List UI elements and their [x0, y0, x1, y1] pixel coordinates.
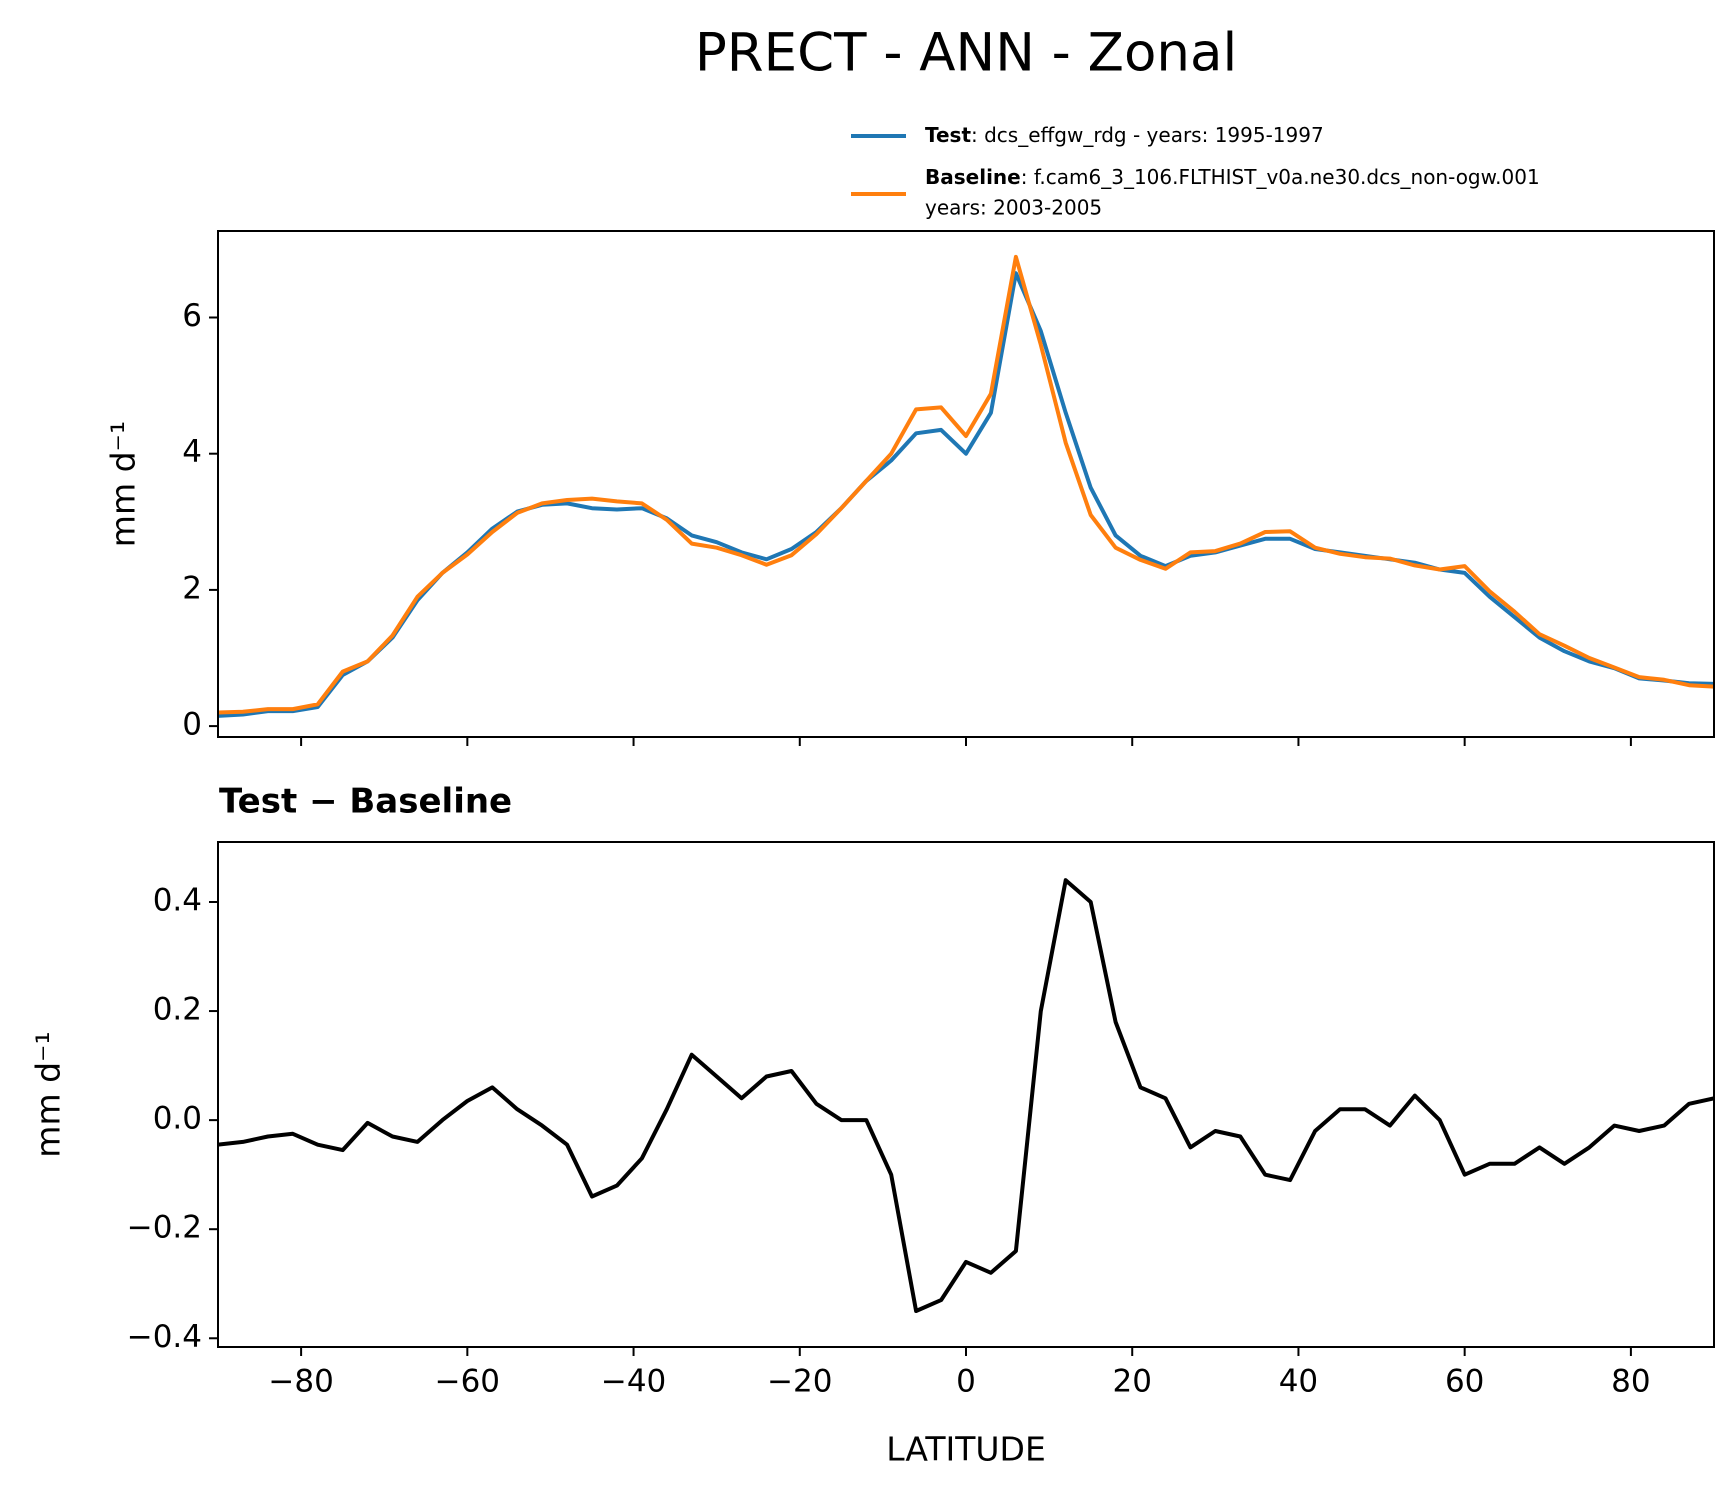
x-axis-label: LATITUDE	[886, 1430, 1046, 1469]
legend-name: Test	[925, 123, 971, 147]
series-line	[218, 254, 1714, 715]
series-line	[218, 271, 1714, 718]
y-tick-label: 0	[182, 707, 202, 743]
plot-frame	[217, 230, 1715, 738]
x-tick-label: −20	[767, 1364, 832, 1400]
legend-label: years: 2003-2005	[925, 196, 1102, 220]
x-tick-label: 0	[956, 1364, 976, 1400]
subplot-title: Test − Baseline	[219, 782, 512, 822]
plot-frame	[217, 841, 1715, 1348]
x-tick-label: −40	[601, 1364, 666, 1400]
series-line	[218, 878, 1714, 1313]
x-tick-label: −60	[435, 1364, 500, 1400]
y-axis-label: mm d⁻¹	[29, 1031, 68, 1157]
x-tick-label: −80	[268, 1364, 333, 1400]
legend-entry: Test: dcs_effgw_rdg - years: 1995-1997	[925, 123, 1324, 147]
x-tick-label: 60	[1445, 1364, 1484, 1400]
legend-label: : f.cam6_3_106.FLTHIST_v0a.ne30.dcs_non-…	[1021, 165, 1540, 189]
y-tick-label: 0.4	[153, 882, 202, 918]
legend-entry: Baseline: f.cam6_3_106.FLTHIST_v0a.ne30.…	[925, 165, 1540, 189]
x-tick-label: 40	[1279, 1364, 1318, 1400]
legend-name: Baseline	[925, 165, 1021, 189]
figure-title: PRECT - ANN - Zonal	[695, 23, 1237, 84]
legend-label: : dcs_effgw_rdg - years: 1995-1997	[971, 123, 1324, 147]
y-tick-label: −0.2	[127, 1210, 202, 1246]
x-tick-label: 80	[1611, 1364, 1650, 1400]
y-tick-label: 0.2	[153, 992, 202, 1028]
y-tick-label: 6	[182, 298, 202, 334]
x-tick-label: 20	[1112, 1364, 1151, 1400]
y-tick-label: 4	[182, 434, 202, 470]
y-tick-label: 0.0	[153, 1101, 202, 1137]
y-tick-label: 2	[182, 570, 202, 606]
y-axis-label: mm d⁻¹	[104, 421, 143, 547]
y-tick-label: −0.4	[127, 1319, 202, 1355]
